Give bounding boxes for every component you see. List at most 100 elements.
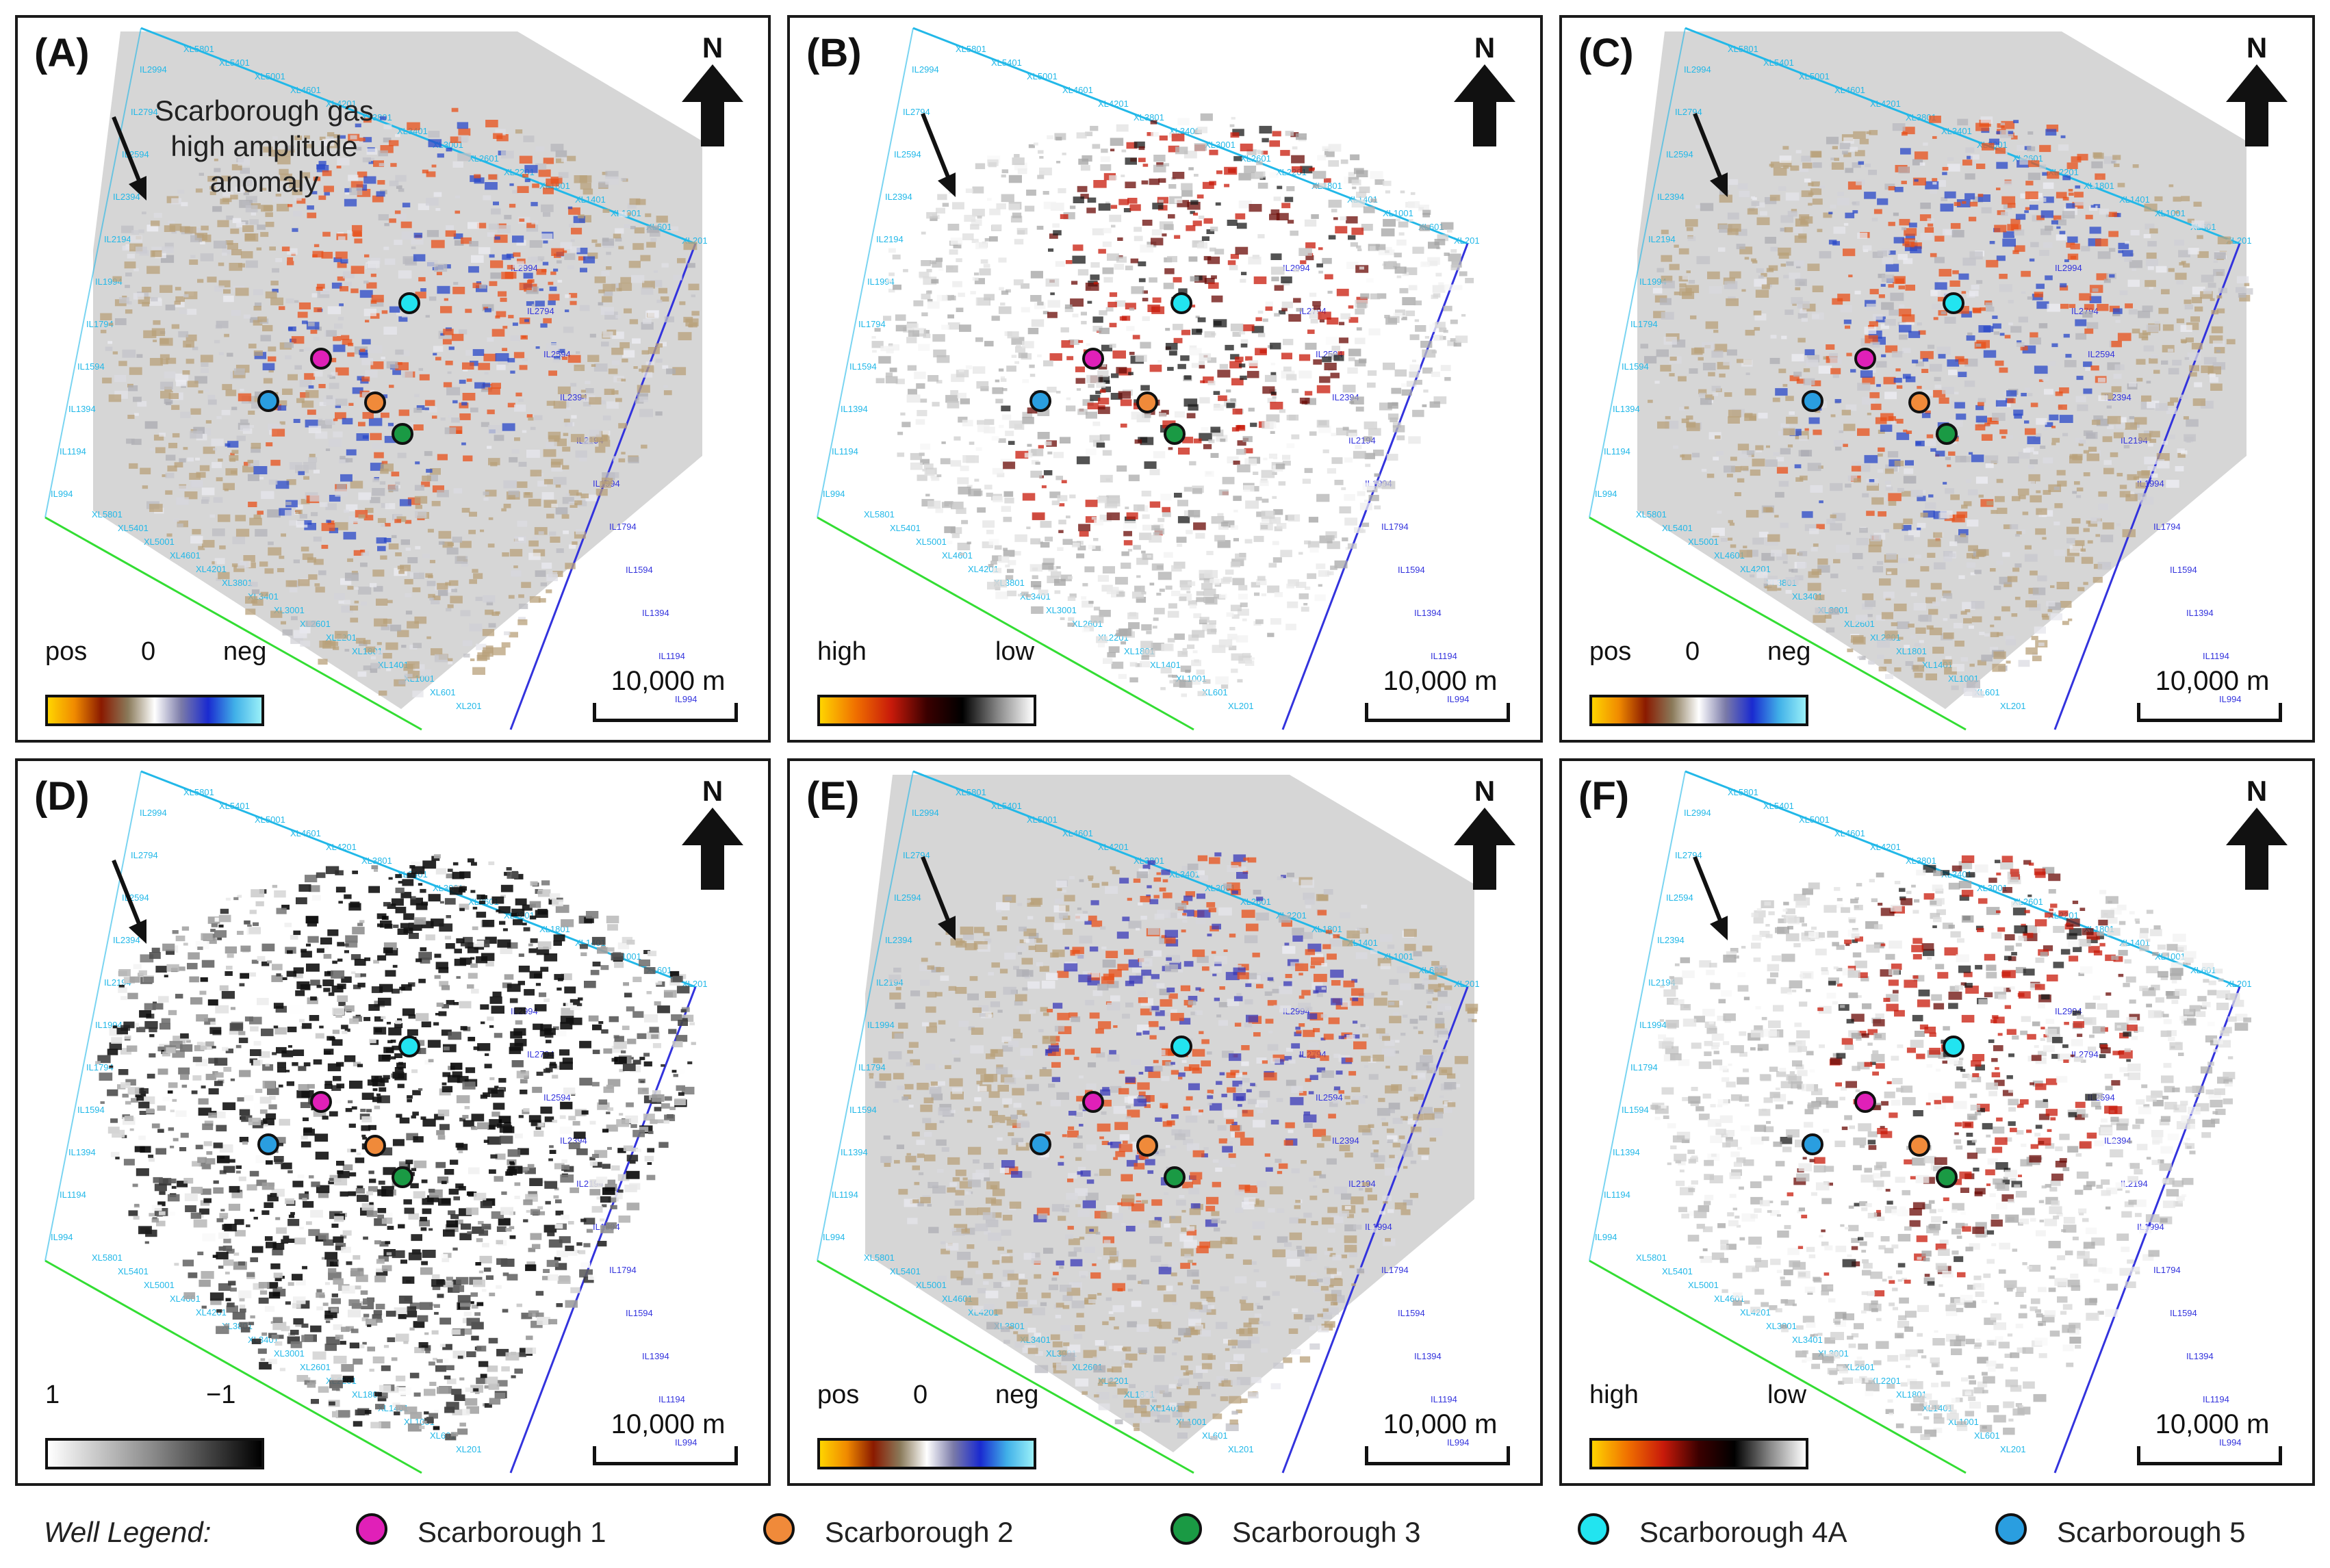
inline-tick-label: IL994 [1447,1437,1470,1448]
colorbar-left-label: high [1589,1380,1639,1409]
crossline-tick-label: XL2601 [300,1362,331,1372]
seismic-attribute-texture [95,854,696,1441]
crossline-tick-label: XL2201 [1098,1376,1129,1386]
legend-label: Scarborough 1 [418,1516,606,1548]
scale-bar: 10,000 m [1365,666,1515,728]
inline-tick-label: IL1594 [1398,1308,1425,1318]
anomaly-arrow [921,112,956,197]
north-arrow-icon [1454,808,1515,890]
scale-line [593,1446,738,1465]
crossline-tick-label: XL1801 [1311,924,1342,934]
crossline-tick-label: XL1801 [1896,646,1927,656]
inline-tick-label: IL1594 [626,1308,653,1318]
survey-grid-axes: IL994 IL994 IL1194 IL1194 IL1394 IL1394 IL1594… [1589,27,2252,731]
crossline-tick-label: XL2601 [1240,153,1271,164]
crossline-tick-label: XL5801 [1728,787,1758,797]
inline-tick-label: IL2594 [1666,149,1693,159]
anomaly-arrow [1693,112,1728,197]
colorbar-mid-label: 0 [141,637,156,666]
inline-tick-label: IL2394 [1332,1135,1359,1146]
colorbar-left-label: high [817,637,867,666]
colorbar-right-label: low [995,637,1035,666]
well-marker [1029,1133,1051,1155]
panel-label: (B) [806,31,862,75]
inline-tick-label: IL2794 [131,107,158,117]
scale-line [1365,1446,1510,1465]
colorbar-gradient [817,695,1036,726]
inline-tick-label: IL1594 [1622,1105,1649,1115]
inline-tick-label: IL2794 [131,850,158,860]
well-dot-icon [763,1513,795,1545]
crossline-tick-label: XL5801 [864,1252,895,1263]
colorbar-left-label: pos [817,1380,860,1409]
well-dot-icon [1995,1513,2027,1545]
crossline-tick-label: XL201 [1228,1444,1254,1454]
anomaly-arrow [1693,856,1728,940]
well-marker [1802,1133,1823,1155]
well-marker [1854,1091,1876,1113]
inline-tick-label: IL2194 [876,234,904,244]
inline-tick-label: IL994 [1595,489,1617,499]
legend-label: Scarborough 5 [2057,1516,2246,1548]
colorbar-gradient [817,1438,1036,1469]
inline-tick-label: IL1794 [2153,1265,2181,1275]
inline-tick-label: IL994 [2219,1437,2242,1448]
inline-tick-label: IL1194 [658,1394,685,1404]
seismic-attribute-texture [1650,855,2251,1440]
inline-tick-label: IL994 [823,489,845,499]
inline-tick-label: IL2594 [2088,349,2115,359]
legend-label: Scarborough 3 [1232,1516,1421,1548]
panel-label: (D) [34,774,90,819]
inline-tick-label: IL2394 [113,935,140,945]
inline-tick-label: IL1594 [2170,565,2197,575]
crossline-tick-label: XL5801 [1636,1252,1667,1263]
colorbar-gradient [1589,1438,1808,1469]
inline-tick-label: IL2794 [1675,850,1702,860]
inline-tick-label: IL2394 [560,392,587,402]
well-marker [364,391,386,413]
inline-tick-label: IL2194 [1348,1179,1376,1189]
anomaly-arrow [921,856,956,940]
crossline-tick-label: XL5801 [956,787,986,797]
well-marker [1170,1036,1192,1057]
north-label: N [702,31,724,64]
crossline-tick-label: XL5801 [92,1252,123,1263]
legend-title: Well Legend: [44,1516,212,1548]
crossline-tick-label: XL2601 [1240,897,1271,907]
inline-tick-label: IL1194 [2203,651,2229,661]
crossline-tick-label: XL5401 [219,801,250,811]
crossline-tick-label: XL5001 [916,537,947,547]
crossline-tick-label: XL201 [1454,235,1480,246]
north-label: N [2246,775,2268,807]
seismic-attribute-texture [1640,116,2253,698]
crossline-tick-label: XL4601 [170,550,201,561]
crossline-tick-label: XL1001 [1383,208,1413,218]
north-arrow-icon [2226,808,2288,890]
colorbar: high low [817,637,1043,726]
inline-tick-label: IL2394 [113,192,140,202]
colorbar: high low [1589,1380,1815,1469]
north-arrow: N [1454,775,1515,891]
inline-tick-label: IL2594 [894,892,921,903]
crossline-tick-label: XL5401 [219,57,250,68]
inline-tick-label: IL1794 [1630,319,1658,329]
crossline-tick-label: XL5401 [1763,801,1794,811]
panel-label: (A) [34,31,90,75]
well-marker [1136,1135,1158,1157]
well-dot-icon [356,1513,387,1545]
inline-tick-label: IL2994 [1283,263,1310,273]
inline-tick-label: IL1394 [642,608,669,618]
colorbar-left-label: 1 [45,1380,60,1409]
inline-tick-label: IL2394 [1657,192,1685,202]
crossline-tick-label: XL5001 [1799,814,1830,825]
north-arrow-icon [682,64,743,146]
colorbar-mid-label: 0 [913,1380,928,1409]
inline-tick-label: IL2594 [1666,892,1693,903]
well-marker [310,348,332,370]
wells-layer [1029,1036,1192,1188]
well-marker [1170,292,1192,314]
inline-tick-label: IL2794 [1675,107,1702,117]
seismic-attribute-texture [871,113,1474,697]
inline-tick-label: IL994 [2219,694,2242,704]
inline-tick-label: IL2994 [1684,64,1711,75]
